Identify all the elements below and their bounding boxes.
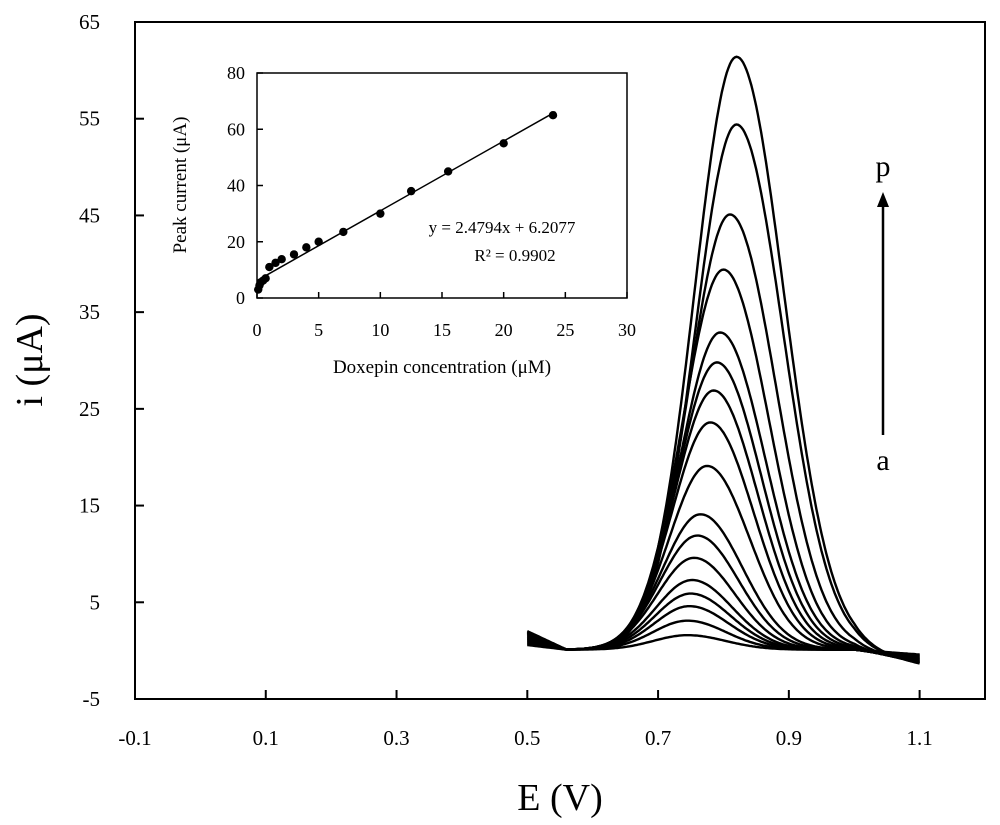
main-x-tick-label: 1.1 bbox=[906, 726, 932, 750]
calibration-point bbox=[314, 237, 323, 246]
main-y-tick-label: 45 bbox=[79, 203, 100, 227]
calibration-point bbox=[289, 250, 299, 259]
main-y-tick-label: 15 bbox=[79, 494, 100, 518]
main-x-tick-label: 0.1 bbox=[253, 726, 279, 750]
inset-y-tick-label: 60 bbox=[227, 119, 245, 139]
inset-y-tick-label: 20 bbox=[227, 232, 245, 252]
calibration-point bbox=[265, 262, 274, 272]
voltammogram-curve bbox=[527, 578, 920, 658]
main-x-tick-label: 0.9 bbox=[776, 726, 802, 750]
inset-x-tick-label: 25 bbox=[556, 320, 574, 340]
calibration-point bbox=[548, 110, 558, 120]
main-x-ticks: -0.1 0.1 0.3 0.5 0.7 0.9 1.1 bbox=[118, 690, 933, 750]
main-y-ticks: -5 5 15 25 35 45 55 65 bbox=[79, 10, 144, 711]
main-y-tick-label: 35 bbox=[79, 300, 100, 324]
main-x-axis-title: E (V) bbox=[517, 777, 602, 819]
voltammogram-curve bbox=[526, 268, 920, 664]
main-y-tick-label: 65 bbox=[79, 10, 100, 34]
calibration-point bbox=[443, 167, 453, 176]
calibration-point bbox=[339, 227, 348, 237]
main-y-tick-label: 55 bbox=[79, 107, 100, 131]
calibration-points bbox=[254, 110, 558, 294]
calibration-point bbox=[271, 258, 280, 268]
calibration-point bbox=[376, 209, 385, 218]
voltammogram-curve bbox=[526, 331, 920, 663]
voltammogram-curve bbox=[526, 421, 920, 661]
inset-x-tick-label: 15 bbox=[433, 320, 451, 340]
inset-x-ticks: 0 5 10 15 20 25 30 bbox=[253, 292, 636, 340]
curve-label-a: a bbox=[876, 444, 889, 477]
calibration-point bbox=[406, 186, 416, 196]
inset-x-axis-title: Doxepin concentration (μM) bbox=[333, 357, 551, 378]
increase-arrow-head bbox=[877, 192, 889, 207]
inset-calibration-plot: 0 20 40 60 80 0 5 10 15 20 25 30 y = 2.4794x + 6.2… bbox=[170, 63, 636, 378]
inset-y-tick-label: 80 bbox=[227, 63, 245, 83]
main-plot-frame bbox=[134, 21, 986, 700]
inset-x-tick-label: 10 bbox=[371, 320, 389, 340]
inset-y-tick-label: 40 bbox=[227, 176, 245, 196]
calibration-point bbox=[261, 274, 270, 283]
voltammogram-curves bbox=[526, 55, 920, 665]
fit-r-squared: R² = 0.9902 bbox=[474, 246, 555, 265]
inset-x-tick-label: 30 bbox=[618, 320, 636, 340]
main-y-tick-label: 25 bbox=[79, 397, 100, 421]
curve-label-p: p bbox=[876, 150, 891, 183]
main-x-tick-label: 0.7 bbox=[645, 726, 671, 750]
main-x-tick-label: -0.1 bbox=[118, 726, 151, 750]
voltammogram-curve bbox=[526, 55, 920, 665]
main-y-tick-label: -5 bbox=[83, 687, 101, 711]
inset-y-axis-title: Peak current (μA) bbox=[170, 117, 191, 254]
fit-equation: y = 2.4794x + 6.2077 bbox=[429, 218, 576, 237]
voltammogram-curve bbox=[526, 361, 920, 663]
inset-y-ticks: 0 20 40 60 80 bbox=[227, 63, 263, 308]
inset-x-tick-label: 0 bbox=[253, 320, 262, 340]
inset-y-tick-label: 0 bbox=[236, 288, 245, 308]
calibration-point bbox=[499, 139, 508, 148]
calibration-point bbox=[277, 254, 286, 264]
main-x-tick-label: 0.5 bbox=[514, 726, 540, 750]
inset-x-tick-label: 20 bbox=[495, 320, 513, 340]
inset-plot-frame bbox=[256, 72, 628, 299]
main-y-tick-label: 5 bbox=[90, 590, 101, 614]
main-y-axis-title: i (μA) bbox=[9, 313, 51, 406]
main-x-tick-label: 0.3 bbox=[383, 726, 409, 750]
calibration-point bbox=[302, 243, 311, 252]
inset-x-tick-label: 5 bbox=[314, 320, 323, 340]
